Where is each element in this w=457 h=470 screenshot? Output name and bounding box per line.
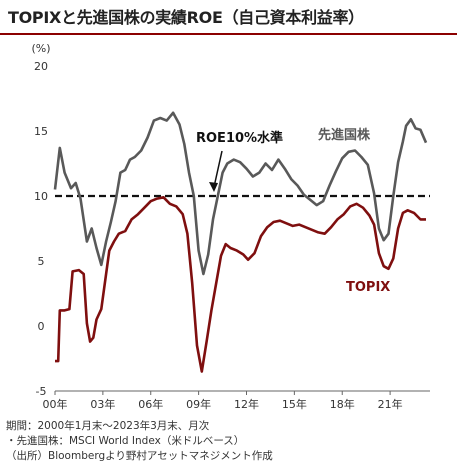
annotation-arrow-line [213, 150, 223, 188]
annotation-layer: 先進国株 TOPIX ROE10%水準 [196, 127, 390, 295]
title-underline [0, 33, 457, 35]
annotation-developed-equities: 先進国株 [318, 127, 371, 143]
y-tick-label: 20 [34, 60, 48, 73]
y-axis-unit-label: (%) [31, 42, 50, 55]
x-tick-label: 00年 [43, 397, 68, 411]
footnote-period: 期間：2000年1月末～2023年3月末、月次 [6, 420, 210, 432]
footnote-source: （出所）Bloombergより野村アセットマネジメント作成 [6, 450, 273, 462]
x-tick-label: 21年 [378, 397, 403, 411]
annotation-roe10-level: ROE10%水準 [196, 130, 283, 146]
x-tick-label: 09年 [186, 397, 211, 411]
series-line-topix [55, 196, 426, 373]
footnote-index: ・先進国株：MSCI World Index（米ドルベース） [6, 435, 245, 447]
x-tick-label: 12年 [234, 397, 259, 411]
y-tick-label: 10 [34, 190, 48, 203]
footnotes: 期間：2000年1月末～2023年3月末、月次 ・先進国株：MSCI World… [6, 419, 273, 464]
chart-title: TOPIXと先進国株の実績ROE（自己資本利益率） [8, 8, 364, 27]
annotation-topix: TOPIX [346, 280, 390, 295]
series-layer [53, 111, 428, 373]
x-tick-label: 03年 [90, 397, 115, 411]
y-tick-label: 15 [34, 125, 48, 138]
x-tick-label: 06年 [138, 397, 163, 411]
x-tick-label: 15年 [282, 397, 307, 411]
x-tick-label: 18年 [330, 397, 355, 411]
y-tick-label: 5 [38, 255, 45, 268]
annotation-arrow-head [209, 182, 218, 192]
y-tick-label: 0 [38, 320, 45, 333]
series-line-developed-equities [53, 111, 428, 276]
y-tick-label: -5 [36, 385, 47, 398]
